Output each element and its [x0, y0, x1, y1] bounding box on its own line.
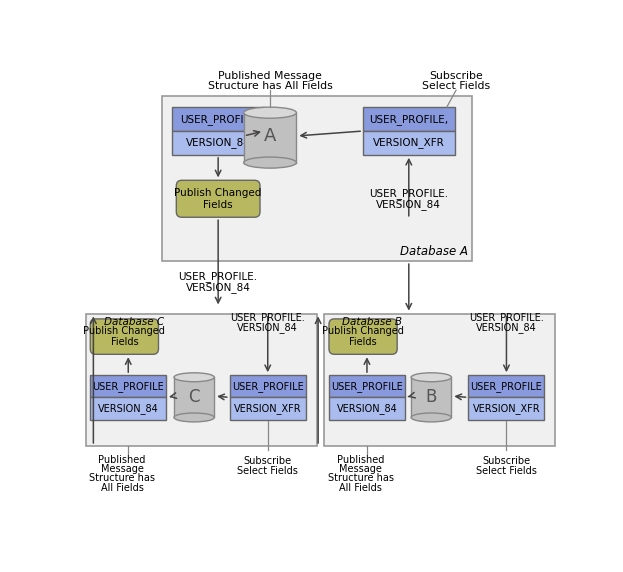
Bar [90, 375, 166, 398]
Text: Subscribe: Subscribe [482, 456, 531, 466]
FancyBboxPatch shape [329, 319, 397, 354]
Text: Message: Message [100, 464, 143, 474]
Text: VERSION_XFR: VERSION_XFR [234, 403, 302, 414]
Ellipse shape [244, 157, 297, 168]
Text: USER_PROFILE,: USER_PROFILE, [369, 114, 449, 125]
Text: Published: Published [337, 455, 384, 465]
Text: Subscribe: Subscribe [244, 456, 292, 466]
FancyBboxPatch shape [176, 180, 260, 217]
Text: VERSION_84: VERSION_84 [376, 198, 441, 209]
Text: B: B [426, 388, 437, 406]
Bar [363, 131, 455, 155]
Text: USER_PROFILE.: USER_PROFILE. [231, 312, 305, 323]
Ellipse shape [174, 413, 214, 422]
Text: VERSION_84: VERSION_84 [237, 322, 298, 333]
Text: Publish Changed: Publish Changed [174, 188, 262, 198]
Text: Select Fields: Select Fields [476, 466, 537, 475]
Text: Fields: Fields [203, 200, 233, 210]
Bar [85, 313, 316, 446]
Text: Structure has: Structure has [328, 473, 394, 483]
Bar [329, 375, 405, 398]
Text: USER_PROFILE.: USER_PROFILE. [179, 271, 258, 282]
Text: USER_PROFILE: USER_PROFILE [180, 114, 256, 125]
Text: Published Message: Published Message [218, 70, 322, 81]
Bar [173, 131, 264, 155]
Text: Select Fields: Select Fields [237, 466, 298, 475]
Bar [411, 378, 452, 418]
Text: VERSION_84: VERSION_84 [186, 137, 250, 148]
Text: Fields: Fields [350, 337, 377, 347]
Text: Publish Changed: Publish Changed [322, 326, 404, 336]
Text: Subscribe: Subscribe [429, 70, 483, 81]
Text: USER_PROFILE.: USER_PROFILE. [469, 312, 544, 323]
Text: VERSION_84: VERSION_84 [476, 322, 537, 333]
Ellipse shape [411, 373, 452, 382]
Text: VERSION_XFR: VERSION_XFR [373, 137, 445, 148]
Text: USER_PROFILE: USER_PROFILE [232, 381, 303, 392]
Text: VERSION_84: VERSION_84 [186, 282, 250, 293]
Bar [173, 107, 264, 131]
Text: USER_PROFILE: USER_PROFILE [470, 381, 543, 392]
Text: Fields: Fields [110, 337, 138, 347]
Bar [230, 375, 306, 398]
Bar [468, 375, 545, 398]
Text: Publish Changed: Publish Changed [83, 326, 165, 336]
Ellipse shape [244, 107, 297, 118]
Text: USER_PROFILE: USER_PROFILE [331, 381, 403, 392]
Text: Structure has All Fields: Structure has All Fields [207, 81, 333, 90]
Ellipse shape [174, 373, 214, 382]
Text: Select Fields: Select Fields [422, 81, 490, 90]
Text: USER_PROFILE.: USER_PROFILE. [369, 188, 449, 199]
Bar [363, 107, 455, 131]
Bar [161, 96, 472, 261]
Text: VERSION_XFR: VERSION_XFR [473, 403, 540, 414]
Text: Database A: Database A [401, 245, 468, 259]
Text: C: C [188, 388, 200, 406]
Text: Database C: Database C [103, 317, 164, 327]
Text: VERSION_84: VERSION_84 [98, 403, 159, 414]
Text: All Fields: All Fields [340, 483, 382, 492]
Bar [230, 398, 306, 420]
Bar [329, 398, 405, 420]
Text: Structure has: Structure has [89, 473, 155, 483]
Bar [174, 378, 214, 418]
Ellipse shape [411, 413, 452, 422]
Text: A: A [264, 128, 276, 145]
Bar [90, 398, 166, 420]
Text: All Fields: All Fields [100, 483, 143, 492]
Bar [244, 113, 297, 162]
Bar [468, 398, 545, 420]
Text: USER_PROFILE: USER_PROFILE [92, 381, 164, 392]
Bar [325, 313, 555, 446]
Text: Published: Published [98, 455, 146, 465]
FancyBboxPatch shape [90, 319, 158, 354]
Text: Message: Message [340, 464, 382, 474]
Text: Database B: Database B [343, 317, 402, 327]
Text: VERSION_84: VERSION_84 [336, 403, 397, 414]
